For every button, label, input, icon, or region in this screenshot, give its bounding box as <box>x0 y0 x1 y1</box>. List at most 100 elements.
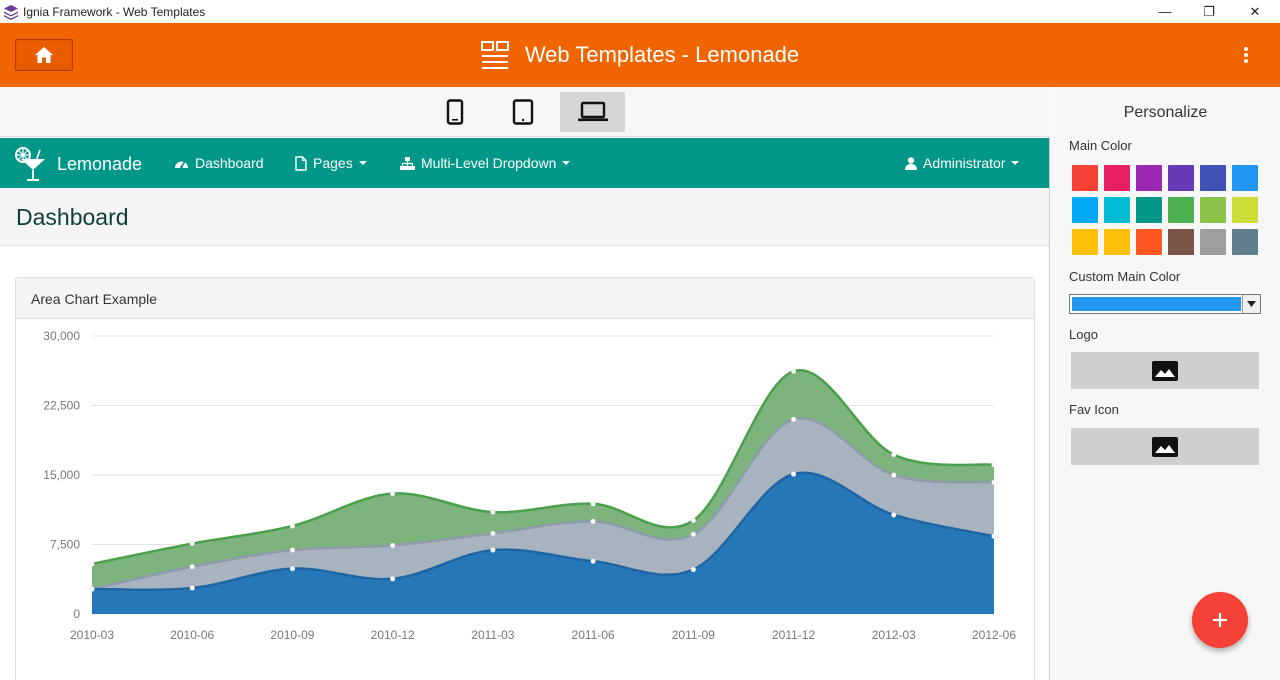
nav-user[interactable]: Administrator <box>905 138 1020 188</box>
tablet-icon <box>512 99 533 125</box>
nav-dashboard[interactable]: Dashboard <box>174 138 264 188</box>
data-point <box>89 561 95 567</box>
color-swatch[interactable] <box>1232 229 1258 255</box>
data-point <box>189 585 195 591</box>
x-tick-label: 2012-06 <box>972 628 1016 642</box>
y-tick-label: 0 <box>73 607 80 621</box>
caret-down-icon <box>1011 161 1020 165</box>
home-button[interactable] <box>15 39 73 71</box>
user-icon <box>905 156 917 170</box>
custom-color-picker[interactable] <box>1069 294 1261 314</box>
x-tick-label: 2011-09 <box>672 628 715 642</box>
color-swatch[interactable] <box>1072 165 1098 191</box>
data-point <box>390 576 396 582</box>
nav-pages-label: Pages <box>313 155 353 171</box>
color-swatch[interactable] <box>1104 229 1130 255</box>
brand-name: Lemonade <box>57 153 143 174</box>
nav-user-label: Administrator <box>923 155 1006 171</box>
data-point <box>289 565 296 572</box>
site-navbar: Lemonade Dashboard Pages <box>0 138 1049 188</box>
x-tick-label: 2010-09 <box>270 628 314 642</box>
color-swatch[interactable] <box>1072 229 1098 255</box>
color-swatch[interactable] <box>1136 165 1162 191</box>
data-point <box>891 512 897 518</box>
color-swatch[interactable] <box>1200 229 1226 255</box>
color-swatch[interactable] <box>1200 165 1226 191</box>
data-point <box>790 471 797 477</box>
color-swatch[interactable] <box>1136 197 1162 223</box>
x-tick-label: 2012-03 <box>872 628 916 642</box>
color-swatch[interactable] <box>1136 229 1162 255</box>
series-line <box>91 471 995 592</box>
templates-icon <box>480 41 509 69</box>
nav-multilevel[interactable]: Multi-Level Dropdown <box>400 138 571 188</box>
x-tick-label: 2010-06 <box>170 628 214 642</box>
nav-multilevel-label: Multi-Level Dropdown <box>421 155 557 171</box>
data-point <box>189 540 195 547</box>
y-tick-label: 15,000 <box>43 468 80 482</box>
personalize-title: Personalize <box>1123 104 1208 121</box>
data-point <box>790 368 797 374</box>
brand[interactable]: Lemonade <box>14 146 142 182</box>
color-swatch[interactable] <box>1168 229 1194 255</box>
favicon-upload-button[interactable] <box>1071 428 1259 465</box>
y-tick-label: 7,500 <box>50 538 80 552</box>
data-point <box>289 547 296 553</box>
data-point <box>991 533 997 539</box>
color-swatch[interactable] <box>1168 197 1194 223</box>
color-swatch[interactable] <box>1232 165 1258 191</box>
data-point <box>991 479 997 486</box>
main-color-label: Main Color <box>1069 138 1132 153</box>
color-swatch[interactable] <box>1232 197 1258 223</box>
caret-down-icon <box>562 161 571 165</box>
device-selector <box>0 87 1050 137</box>
laptop-view-button[interactable] <box>560 92 625 132</box>
data-point <box>690 531 696 537</box>
y-tick-label: 30,000 <box>43 329 80 343</box>
data-point <box>289 523 296 529</box>
custom-color-preview <box>1072 297 1241 311</box>
phone-view-button[interactable] <box>422 92 487 132</box>
data-point <box>490 530 496 536</box>
panel-title: Area Chart Example <box>16 278 1034 319</box>
window-title: Ignia Framework - Web Templates <box>23 4 206 19</box>
page-title: Dashboard <box>16 204 129 230</box>
data-point <box>89 586 95 592</box>
app-logo-icon <box>4 4 18 20</box>
data-point <box>690 566 696 573</box>
image-icon <box>1152 360 1178 381</box>
y-tick-label: 22,500 <box>43 399 80 413</box>
color-swatch[interactable] <box>1072 197 1098 223</box>
data-point <box>189 564 195 570</box>
plus-icon <box>1213 613 1227 627</box>
more-options-icon[interactable] <box>1234 43 1258 67</box>
area-chart-panel: Area Chart Example 0 7,500 15,000 22,500 30,… <box>15 277 1035 680</box>
color-swatch[interactable] <box>1104 165 1130 191</box>
maximize-button[interactable]: ❐ <box>1203 3 1215 19</box>
logo-upload-button[interactable] <box>1071 352 1259 389</box>
add-fab-button[interactable] <box>1192 592 1248 648</box>
dropdown-arrow-icon[interactable] <box>1242 295 1260 313</box>
custom-color-label: Custom Main Color <box>1069 269 1181 284</box>
minimize-button[interactable]: — <box>1158 4 1172 19</box>
data-point <box>490 509 496 515</box>
data-point <box>790 416 797 422</box>
data-point <box>390 490 396 497</box>
area-chart: 0 7,500 15,000 22,500 30,000 2010-03 2010-06 20… <box>43 329 1016 642</box>
color-swatch[interactable] <box>1200 197 1226 223</box>
data-point <box>490 547 496 553</box>
series-line <box>91 416 995 591</box>
data-point <box>991 462 997 468</box>
tablet-view-button[interactable] <box>490 92 555 132</box>
window-titlebar: Ignia Framework - Web Templates — ❐ ✕ <box>0 0 1280 23</box>
nav-pages[interactable]: Pages <box>295 138 367 188</box>
sitemap-icon <box>400 156 415 170</box>
data-point <box>390 542 396 549</box>
color-swatch[interactable] <box>1168 165 1194 191</box>
data-point <box>690 517 696 524</box>
color-swatch[interactable] <box>1104 197 1130 223</box>
home-icon <box>35 47 53 63</box>
personalize-panel: Personalize Main Color Custom Main Color… <box>1051 87 1280 680</box>
dashboard-gauge-icon <box>175 161 188 169</box>
close-button[interactable]: ✕ <box>1249 3 1261 19</box>
